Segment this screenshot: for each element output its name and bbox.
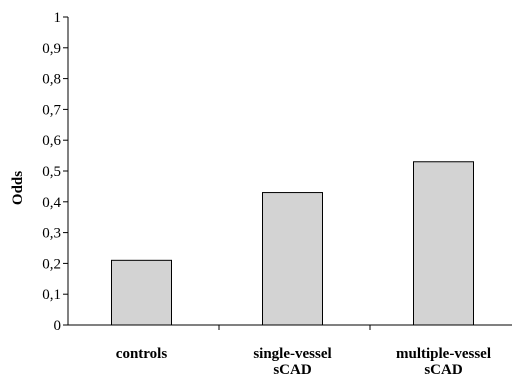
y-tick-label: 0,8 [42,72,61,88]
x-category-label: controls [116,346,168,362]
y-tick-label: 0 [54,318,62,334]
y-tick-label: 0,2 [42,256,61,272]
y-tick-label: 0,5 [42,164,61,180]
y-tick-label: 1 [54,10,62,26]
y-tick-label: 0,1 [42,287,61,303]
y-axis-label: Odds [10,171,26,205]
bar-1 [262,192,323,326]
y-tick-label: 0,3 [42,226,61,242]
x-category-label: multiple-vessel sCAD [396,346,491,378]
y-tick-label: 0,6 [42,133,61,149]
y-tick-label: 0,9 [42,41,61,57]
y-tick-label: 0,4 [42,195,61,211]
x-category-label: single-vessel sCAD [253,346,331,378]
y-tick-label: 0,7 [42,102,61,118]
bar-0 [111,259,172,326]
bar-2 [413,161,474,326]
